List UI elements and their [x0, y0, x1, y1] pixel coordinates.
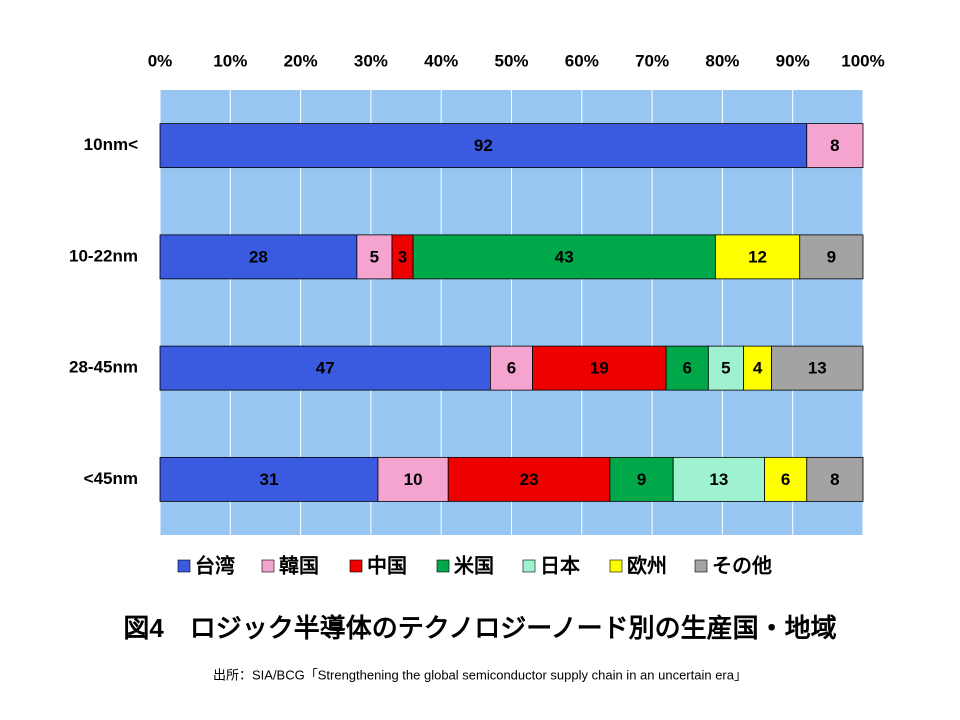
legend-swatch	[261, 559, 275, 573]
x-tick-label: 30%	[354, 51, 388, 70]
data-label: 28	[249, 247, 268, 266]
data-label: 23	[520, 470, 539, 489]
data-label: 9	[637, 470, 646, 489]
legend-label: 米国	[454, 554, 494, 577]
bar-segment	[672, 456, 765, 502]
data-label: 5	[721, 359, 730, 378]
bar-segment	[665, 345, 709, 391]
legend-label: その他	[712, 553, 772, 577]
bar-segment	[159, 234, 358, 280]
x-tick-label: 0%	[148, 51, 173, 70]
bar-segment	[799, 234, 864, 280]
bar-segment	[159, 456, 379, 502]
x-tick-label: 10%	[213, 51, 247, 70]
x-tick-label: 100%	[841, 51, 884, 70]
data-label: 6	[507, 359, 516, 378]
x-tick-label: 20%	[284, 51, 318, 70]
y-tick-label: 10nm<	[84, 135, 138, 154]
legend-label: 中国	[367, 553, 407, 577]
bar-segment	[806, 456, 864, 502]
data-label: 31	[260, 470, 279, 489]
legend-label: 欧州	[627, 553, 667, 577]
data-label: 6	[781, 470, 790, 489]
y-tick-label: <45nm	[84, 469, 138, 488]
data-label: 92	[474, 136, 493, 155]
legend-label: 日本	[540, 554, 580, 577]
x-tick-label: 50%	[494, 51, 528, 70]
bar-segment	[806, 123, 864, 169]
bar-segment	[447, 456, 611, 502]
bar-segment	[532, 345, 667, 391]
legend-swatch	[694, 559, 708, 573]
data-label: 4	[753, 359, 763, 378]
data-label: 10	[404, 470, 423, 489]
data-label: 13	[808, 359, 827, 378]
bar-segment	[377, 456, 449, 502]
y-tick-label: 10-22nm	[69, 246, 138, 265]
bar-segment	[609, 456, 674, 502]
legend-label: 韓国	[279, 553, 319, 577]
legend-swatch	[522, 559, 536, 573]
x-tick-label: 60%	[565, 51, 599, 70]
legend-swatch	[177, 559, 191, 573]
data-label: 5	[370, 247, 379, 266]
legend-label: 台湾	[195, 553, 235, 577]
x-tick-label: 40%	[424, 51, 458, 70]
source-note: 出所：SIA/BCG「Strengthening the global semi…	[213, 667, 747, 682]
y-tick-label: 28-45nm	[69, 358, 138, 377]
data-label: 19	[590, 359, 609, 378]
chart-title: 図4 ロジック半導体のテクノロジーノード別の生産国・地域	[123, 613, 836, 643]
legend-swatch	[436, 559, 450, 573]
x-tick-label: 90%	[776, 51, 810, 70]
legend-swatch	[609, 559, 623, 573]
legend-swatch	[349, 559, 363, 573]
x-tick-label: 80%	[705, 51, 739, 70]
bar-segment	[771, 345, 864, 391]
data-label: 43	[555, 247, 574, 266]
data-label: 8	[830, 470, 839, 489]
data-label: 47	[316, 359, 335, 378]
data-label: 9	[827, 247, 836, 266]
data-label: 13	[709, 470, 728, 489]
data-label: 6	[683, 359, 692, 378]
data-label: 12	[748, 247, 767, 266]
data-label: 3	[398, 247, 407, 266]
data-label: 8	[830, 136, 839, 155]
x-tick-label: 70%	[635, 51, 669, 70]
bar-segment	[714, 234, 801, 280]
bar-segment	[159, 345, 491, 391]
bar-segment	[490, 345, 533, 391]
